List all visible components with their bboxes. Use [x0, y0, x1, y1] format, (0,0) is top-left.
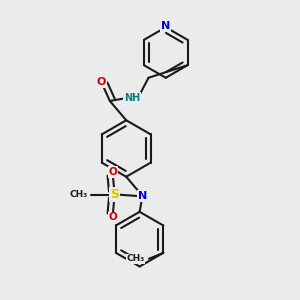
Text: O: O: [96, 77, 106, 87]
Text: CH₃: CH₃: [69, 190, 88, 199]
Text: N: N: [138, 191, 147, 201]
Text: O: O: [109, 167, 117, 177]
Text: CH₃: CH₃: [126, 254, 145, 263]
Text: O: O: [109, 212, 117, 223]
Text: S: S: [110, 188, 119, 201]
Text: N: N: [161, 21, 170, 31]
Text: NH: NH: [124, 93, 140, 103]
